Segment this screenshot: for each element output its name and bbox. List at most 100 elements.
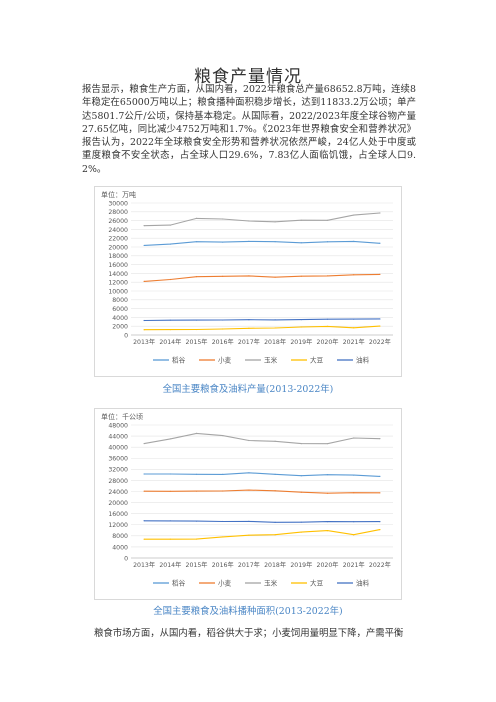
data-point: [143, 329, 145, 331]
data-point: [300, 275, 302, 277]
data-point: [169, 538, 171, 540]
y-tick-label: 12000: [108, 280, 128, 287]
y-tick-label: 4000: [112, 315, 128, 322]
data-point: [274, 276, 276, 278]
data-point: [274, 521, 276, 523]
data-point: [326, 325, 329, 327]
series-line-小麦: [144, 273, 380, 282]
data-point: [300, 326, 302, 328]
data-point: [300, 475, 302, 477]
data-point: [143, 473, 145, 475]
data-point: [195, 473, 198, 475]
x-tick-label: 2021年: [343, 338, 365, 346]
data-point: [143, 490, 145, 492]
legend-label: 大豆: [310, 579, 324, 588]
data-point: [274, 327, 276, 329]
data-point: [274, 221, 276, 223]
x-tick-label: 2016年: [212, 561, 234, 569]
data-point: [353, 240, 355, 242]
y-tick-label: 16000: [108, 262, 128, 269]
data-point: [195, 520, 198, 522]
legend-label: 玉米: [264, 356, 278, 365]
x-tick-label: 2019年: [290, 338, 312, 346]
data-point: [248, 275, 250, 277]
data-point: [326, 492, 329, 494]
data-point: [222, 328, 224, 330]
series-line-玉米: [144, 212, 380, 227]
series-line-大豆: [144, 325, 380, 331]
data-point: [143, 520, 145, 522]
data-point: [248, 534, 250, 536]
y-tick-label: 10000: [108, 288, 128, 295]
data-point: [248, 220, 250, 222]
y-tick-label: 20000: [108, 244, 128, 251]
data-point: [353, 274, 355, 276]
data-point: [379, 273, 381, 276]
x-tick-label: 2022年: [369, 561, 391, 569]
x-tick-label: 2022年: [369, 338, 391, 346]
series-line-油料: [144, 520, 380, 523]
legend-label: 大豆: [310, 356, 324, 365]
series-line-玉米: [144, 432, 380, 445]
data-point: [248, 240, 250, 243]
y-tick-label: 0: [124, 332, 128, 339]
x-tick-label: 2020年: [317, 561, 339, 569]
data-point: [300, 242, 302, 244]
data-point: [222, 490, 224, 492]
data-point: [353, 521, 355, 523]
x-tick-label: 2015年: [186, 338, 208, 346]
data-point: [169, 319, 171, 321]
x-tick-label: 2021年: [343, 561, 365, 569]
legend-label: 油料: [356, 579, 370, 588]
data-point: [379, 475, 381, 477]
data-point: [143, 225, 145, 227]
y-tick-label: 28000: [108, 209, 128, 216]
data-point: [143, 538, 145, 540]
chart-unit-label: 单位：万吨: [101, 190, 136, 199]
series-line-油料: [144, 318, 380, 322]
data-point: [300, 531, 302, 533]
data-point: [222, 536, 224, 538]
data-point: [326, 275, 329, 277]
area-chart: 单位：千公顷 0 4000 8000 12000 16000 20000 24000 28000…: [94, 408, 402, 600]
production-chart: 单位：万吨 0 2000 4000 6000 8000 10000 12000 14000 160…: [94, 186, 402, 377]
series-line-稻谷: [144, 240, 380, 246]
data-point: [195, 217, 198, 219]
data-point: [195, 432, 198, 434]
report-paragraph: 报告显示，粮食生产方面，从国内看，2022年粮食总产量68652.8万吨，连续8…: [82, 84, 416, 175]
data-point: [300, 219, 302, 221]
data-point: [353, 214, 355, 216]
x-tick-label: 2014年: [159, 338, 181, 346]
data-point: [326, 530, 329, 532]
y-tick-label: 32000: [108, 467, 128, 474]
y-tick-label: 30000: [108, 200, 128, 207]
data-point: [222, 520, 224, 523]
y-tick-label: 28000: [108, 478, 128, 485]
x-tick-label: 2015年: [186, 561, 208, 569]
y-tick-label: 24000: [108, 489, 128, 496]
data-point: [169, 278, 171, 281]
y-tick-label: 8000: [112, 533, 128, 540]
data-point: [379, 318, 381, 320]
legend-label: 玉米: [264, 579, 278, 588]
data-point: [248, 319, 250, 321]
y-tick-label: 2000: [112, 324, 128, 331]
x-tick-label: 2018年: [264, 561, 286, 569]
chart-unit-label: 单位：千公顷: [101, 412, 143, 421]
area-chart-caption: 全国主要粮食及油料播种面积(2013-2022年): [153, 606, 343, 617]
x-tick-label: 2013年: [133, 338, 155, 346]
x-tick-label: 2017年: [238, 561, 260, 569]
y-tick-label: 8000: [112, 297, 128, 304]
data-point: [222, 319, 224, 321]
y-tick-label: 40000: [108, 445, 128, 452]
data-point: [353, 318, 355, 320]
data-point: [222, 218, 224, 220]
data-point: [222, 434, 224, 437]
data-point: [169, 473, 171, 475]
data-point: [379, 529, 381, 531]
x-tick-label: 2019年: [290, 561, 312, 569]
data-point: [326, 219, 329, 221]
legend-label: 小麦: [218, 579, 232, 588]
data-point: [248, 520, 250, 522]
